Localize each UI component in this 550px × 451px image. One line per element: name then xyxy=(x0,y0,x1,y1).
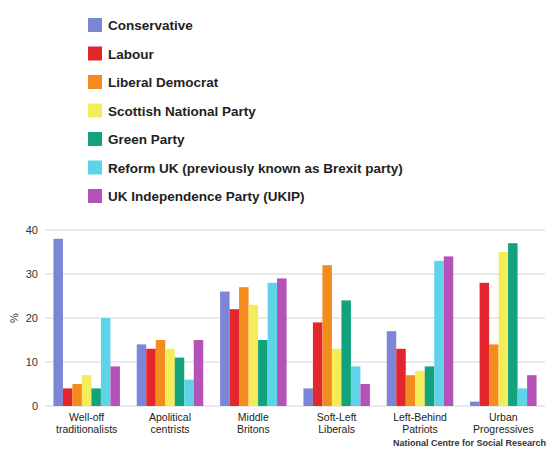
bar xyxy=(444,256,454,406)
category-label: UrbanProgressives xyxy=(473,411,534,435)
legend-swatch xyxy=(88,47,102,61)
grid-line xyxy=(45,318,545,319)
y-tick-label: 0 xyxy=(32,400,38,412)
y-tick-label: 10 xyxy=(26,356,38,368)
bar xyxy=(425,366,435,406)
legend-swatch xyxy=(88,75,102,89)
category-label: MiddleBritons xyxy=(237,411,270,435)
legend-swatch xyxy=(88,18,102,32)
bar xyxy=(194,340,204,406)
bar xyxy=(360,384,370,406)
legend-label: Scottish National Party xyxy=(108,104,256,119)
legend-label: Liberal Democrat xyxy=(108,75,219,90)
legend-label: Reform UK (previously known as Brexit pa… xyxy=(108,161,403,176)
bar xyxy=(332,349,342,406)
bar xyxy=(396,349,406,406)
bar xyxy=(82,375,92,406)
bar xyxy=(63,388,73,406)
bar xyxy=(351,366,361,406)
legend-swatch xyxy=(88,189,102,203)
x-axis: Well-offtraditionalists Apoliticalcentris… xyxy=(56,411,534,435)
bar xyxy=(387,331,397,406)
bar xyxy=(175,358,185,406)
legend-label: Conservative xyxy=(108,18,193,33)
bar xyxy=(91,388,101,406)
legend-label: UK Independence Party (UKIP) xyxy=(108,189,305,204)
chart: Conservative Labour Liberal Democrat Scotti… xyxy=(0,0,550,451)
legend-swatch xyxy=(88,161,102,175)
bar xyxy=(110,366,120,406)
y-tick-label: 30 xyxy=(26,268,38,280)
category-label: Well-offtraditionalists xyxy=(56,411,117,435)
y-axis-label: % xyxy=(8,313,20,323)
legend-label: Labour xyxy=(108,47,154,62)
bar xyxy=(322,265,332,406)
bar xyxy=(313,322,323,406)
bar xyxy=(184,380,194,406)
legend: Conservative Labour Liberal Democrat Scotti… xyxy=(88,18,403,204)
bar xyxy=(518,388,528,406)
bar xyxy=(268,283,278,406)
bar xyxy=(72,384,82,406)
bar xyxy=(341,300,351,406)
grid-line xyxy=(45,230,545,231)
bar xyxy=(53,239,63,406)
bar xyxy=(258,340,268,406)
bar xyxy=(165,349,175,406)
category-label: Apoliticalcentrists xyxy=(149,411,191,435)
legend-swatch xyxy=(88,104,102,118)
legend-label: Green Party xyxy=(108,132,185,147)
y-axis: 0 10 20 30 40% xyxy=(8,224,545,412)
bar xyxy=(101,318,111,406)
bar xyxy=(499,252,509,406)
bar xyxy=(406,375,416,406)
bar xyxy=(508,243,518,406)
bar xyxy=(239,287,249,406)
y-tick-label: 40 xyxy=(26,224,38,236)
bar xyxy=(527,375,537,406)
grid-line xyxy=(45,362,545,363)
legend-swatch xyxy=(88,132,102,146)
bar xyxy=(303,388,313,406)
category-label: Left-BehindPatriots xyxy=(393,411,447,435)
bar xyxy=(220,292,230,406)
bar xyxy=(470,402,480,406)
source: National Centre for Social Research xyxy=(393,438,546,448)
bar xyxy=(249,305,258,406)
grid-line xyxy=(45,274,545,275)
bar xyxy=(137,344,147,406)
bar xyxy=(434,261,444,406)
bar xyxy=(415,371,425,406)
grid-line xyxy=(45,406,545,407)
bar xyxy=(480,283,490,406)
bar xyxy=(230,309,240,406)
bars xyxy=(53,239,536,406)
bar xyxy=(489,344,499,406)
y-tick-label: 20 xyxy=(26,312,38,324)
category-label: Soft-LeftLiberals xyxy=(317,411,357,435)
bar xyxy=(146,349,156,406)
bar xyxy=(277,278,287,406)
bar xyxy=(156,340,166,406)
